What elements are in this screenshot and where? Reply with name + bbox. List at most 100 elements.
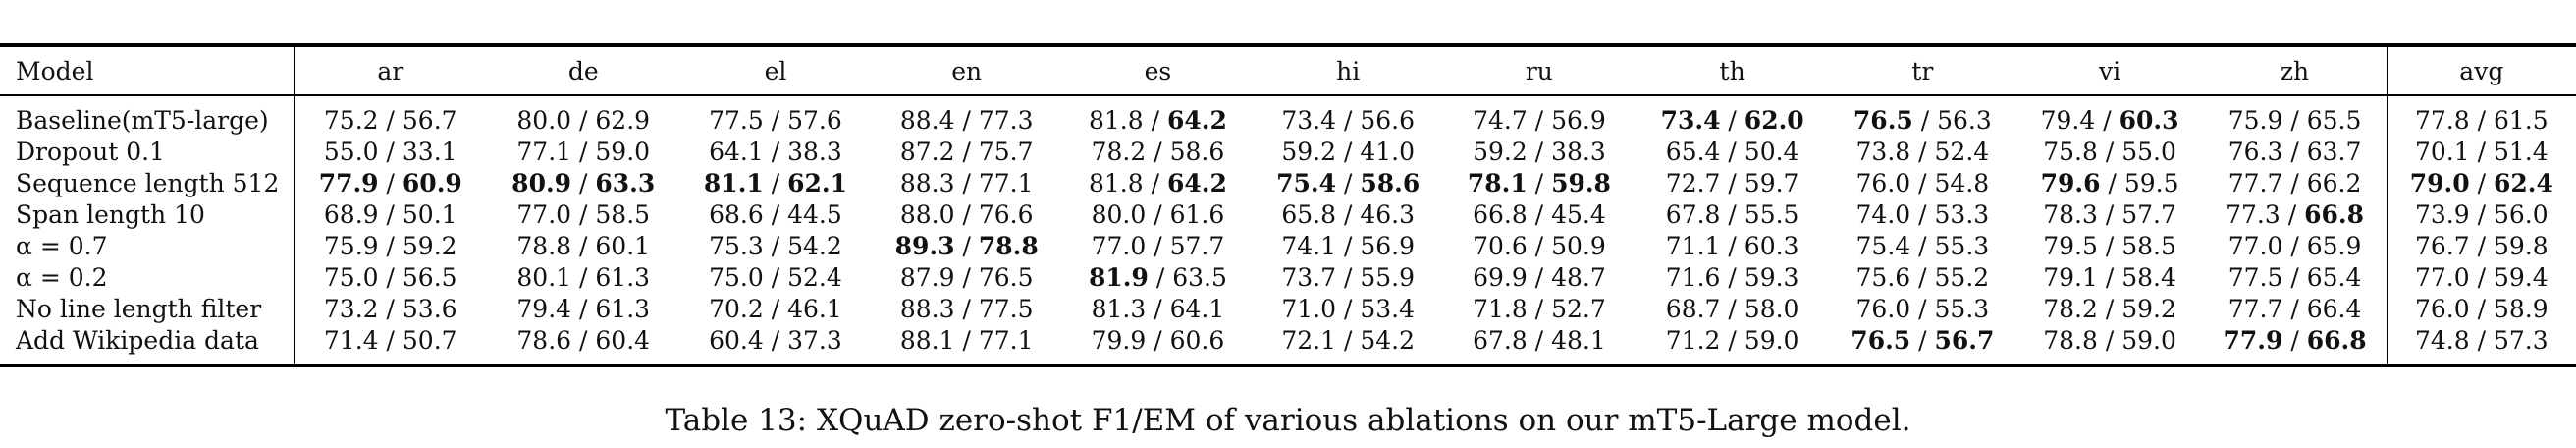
f1-em-separator: / [571,262,596,292]
f1-value: 76.3 [2227,137,2283,166]
score-cell: 73.9 / 56.0 [2387,198,2576,230]
f1-em-separator: / [378,105,402,135]
em-value: 63.3 [595,168,656,197]
table-row: α = 0.2 75.0 / 56.5 80.1 / 61.3 75.0 / 52.4… [0,261,2576,293]
f1-em-separator: / [954,105,979,135]
header-ru: ru [1525,56,1553,85]
f1-value: 75.0 [323,262,379,292]
em-value: 38.3 [1551,137,1606,166]
score-cell: 67.8 / 55.5 [1636,198,1829,230]
f1-em-separator: / [1336,105,1361,135]
table-row: α = 0.7 75.9 / 59.2 78.8 / 60.1 75.3 / 54.2… [0,230,2576,261]
score-cell: 79.0 / 62.4 [2387,167,2576,198]
f1-value: 71.4 [323,325,379,355]
header-hi: hi [1336,56,1361,85]
f1-value: 75.4 [1855,231,1911,260]
f1-em-separator: / [1146,137,1170,166]
table-row: Span length 10 68.9 / 50.1 77.0 / 58.5 68.6… [0,198,2576,230]
em-value: 56.7 [1934,325,1995,355]
f1-value: 77.0 [2414,262,2470,292]
em-value: 77.3 [978,105,1034,135]
em-value: 59.0 [595,137,651,166]
f1-value: 75.9 [2227,105,2283,135]
score-cell: 77.5 / 65.4 [2203,261,2388,293]
score-cell: 73.7 / 55.9 [1254,261,1443,293]
f1-em-separator: / [1143,105,1167,135]
f1-value: 80.9 [511,168,572,197]
f1-em-separator: / [1910,262,1935,292]
f1-value: 75.2 [323,105,379,135]
f1-value: 80.1 [516,262,572,292]
score-cell: 77.0 / 57.7 [1062,230,1254,261]
score-cell: 73.2 / 53.6 [294,293,487,324]
f1-em-separator: / [2095,105,2120,135]
f1-value: 76.5 [1852,105,1913,135]
em-value: 53.3 [1934,199,1990,229]
f1-em-separator: / [1910,168,1935,197]
score-cell: 81.1 / 62.1 [680,167,872,198]
f1-value: 67.8 [1665,199,1721,229]
em-value: 77.1 [978,325,1034,355]
f1-em-separator: / [763,199,788,229]
results-table-container: Model ar de el en es hi ru th tr vi zh a… [0,43,2576,369]
em-value: 60.9 [402,168,462,197]
score-cell: 69.9 / 48.7 [1443,261,1637,293]
f1-em-separator: / [1336,294,1361,323]
em-value: 60.3 [2119,105,2179,135]
f1-value: 72.1 [1281,325,1336,355]
header-avg: avg [2459,56,2504,85]
score-cell: 77.5 / 57.6 [680,104,872,136]
score-cell: 71.8 / 52.7 [1443,293,1637,324]
f1-em-separator: / [1910,325,1935,355]
em-value: 50.4 [1744,137,1799,166]
score-cell: 59.2 / 41.0 [1254,136,1443,167]
f1-em-separator: / [571,105,596,135]
header-es: es [1144,56,1172,85]
score-cell: 78.2 / 59.2 [2016,293,2204,324]
f1-em-separator: / [2100,168,2124,197]
f1-value: 79.4 [2040,105,2096,135]
f1-em-separator: / [1720,294,1744,323]
f1-value: 78.1 [1467,168,1528,197]
em-value: 37.3 [787,325,842,355]
score-cell: 89.3 / 78.8 [871,230,1062,261]
em-value: 64.1 [1169,294,1225,323]
f1-value: 80.0 [1091,199,1147,229]
score-cell: 71.6 / 59.3 [1636,261,1829,293]
row-model-name: Dropout 0.1 [0,136,295,167]
em-value: 61.5 [2493,105,2549,135]
f1-value: 73.4 [1660,105,1721,135]
f1-value: 71.2 [1665,325,1721,355]
f1-em-separator: / [378,168,402,197]
f1-em-separator: / [1910,199,1935,229]
score-cell: 73.8 / 52.4 [1829,136,2016,167]
header-en: en [951,56,983,85]
score-cell: 80.0 / 61.6 [1062,198,1254,230]
score-cell: 77.0 / 59.4 [2387,261,2576,293]
f1-value: 81.1 [703,168,764,197]
f1-value: 65.8 [1281,199,1336,229]
f1-em-separator: / [2097,325,2122,355]
score-cell: 78.8 / 59.0 [2016,324,2204,356]
score-cell: 64.1 / 38.3 [680,136,872,167]
f1-em-separator: / [954,294,979,323]
f1-value: 77.5 [709,105,764,135]
score-cell: 77.9 / 66.8 [2203,324,2388,356]
f1-value: 69.9 [1473,262,1528,292]
f1-em-separator: / [1146,199,1170,229]
f1-em-separator: / [1527,231,1552,260]
row-model-name: Add Wikipedia data [0,324,295,356]
score-cell: 88.3 / 77.1 [871,167,1062,198]
em-value: 57.6 [787,105,842,135]
em-value: 55.2 [1934,262,1990,292]
header-th: th [1719,56,1745,85]
em-value: 58.9 [2493,294,2549,323]
score-cell: 76.5 / 56.7 [1829,324,2016,356]
f1-em-separator: / [1910,231,1935,260]
em-value: 45.4 [1551,199,1606,229]
score-cell: 78.3 / 57.7 [2016,198,2204,230]
f1-em-separator: / [1527,137,1552,166]
score-cell: 60.4 / 37.3 [680,324,872,356]
em-value: 58.6 [1169,137,1225,166]
f1-em-separator: / [2469,262,2494,292]
